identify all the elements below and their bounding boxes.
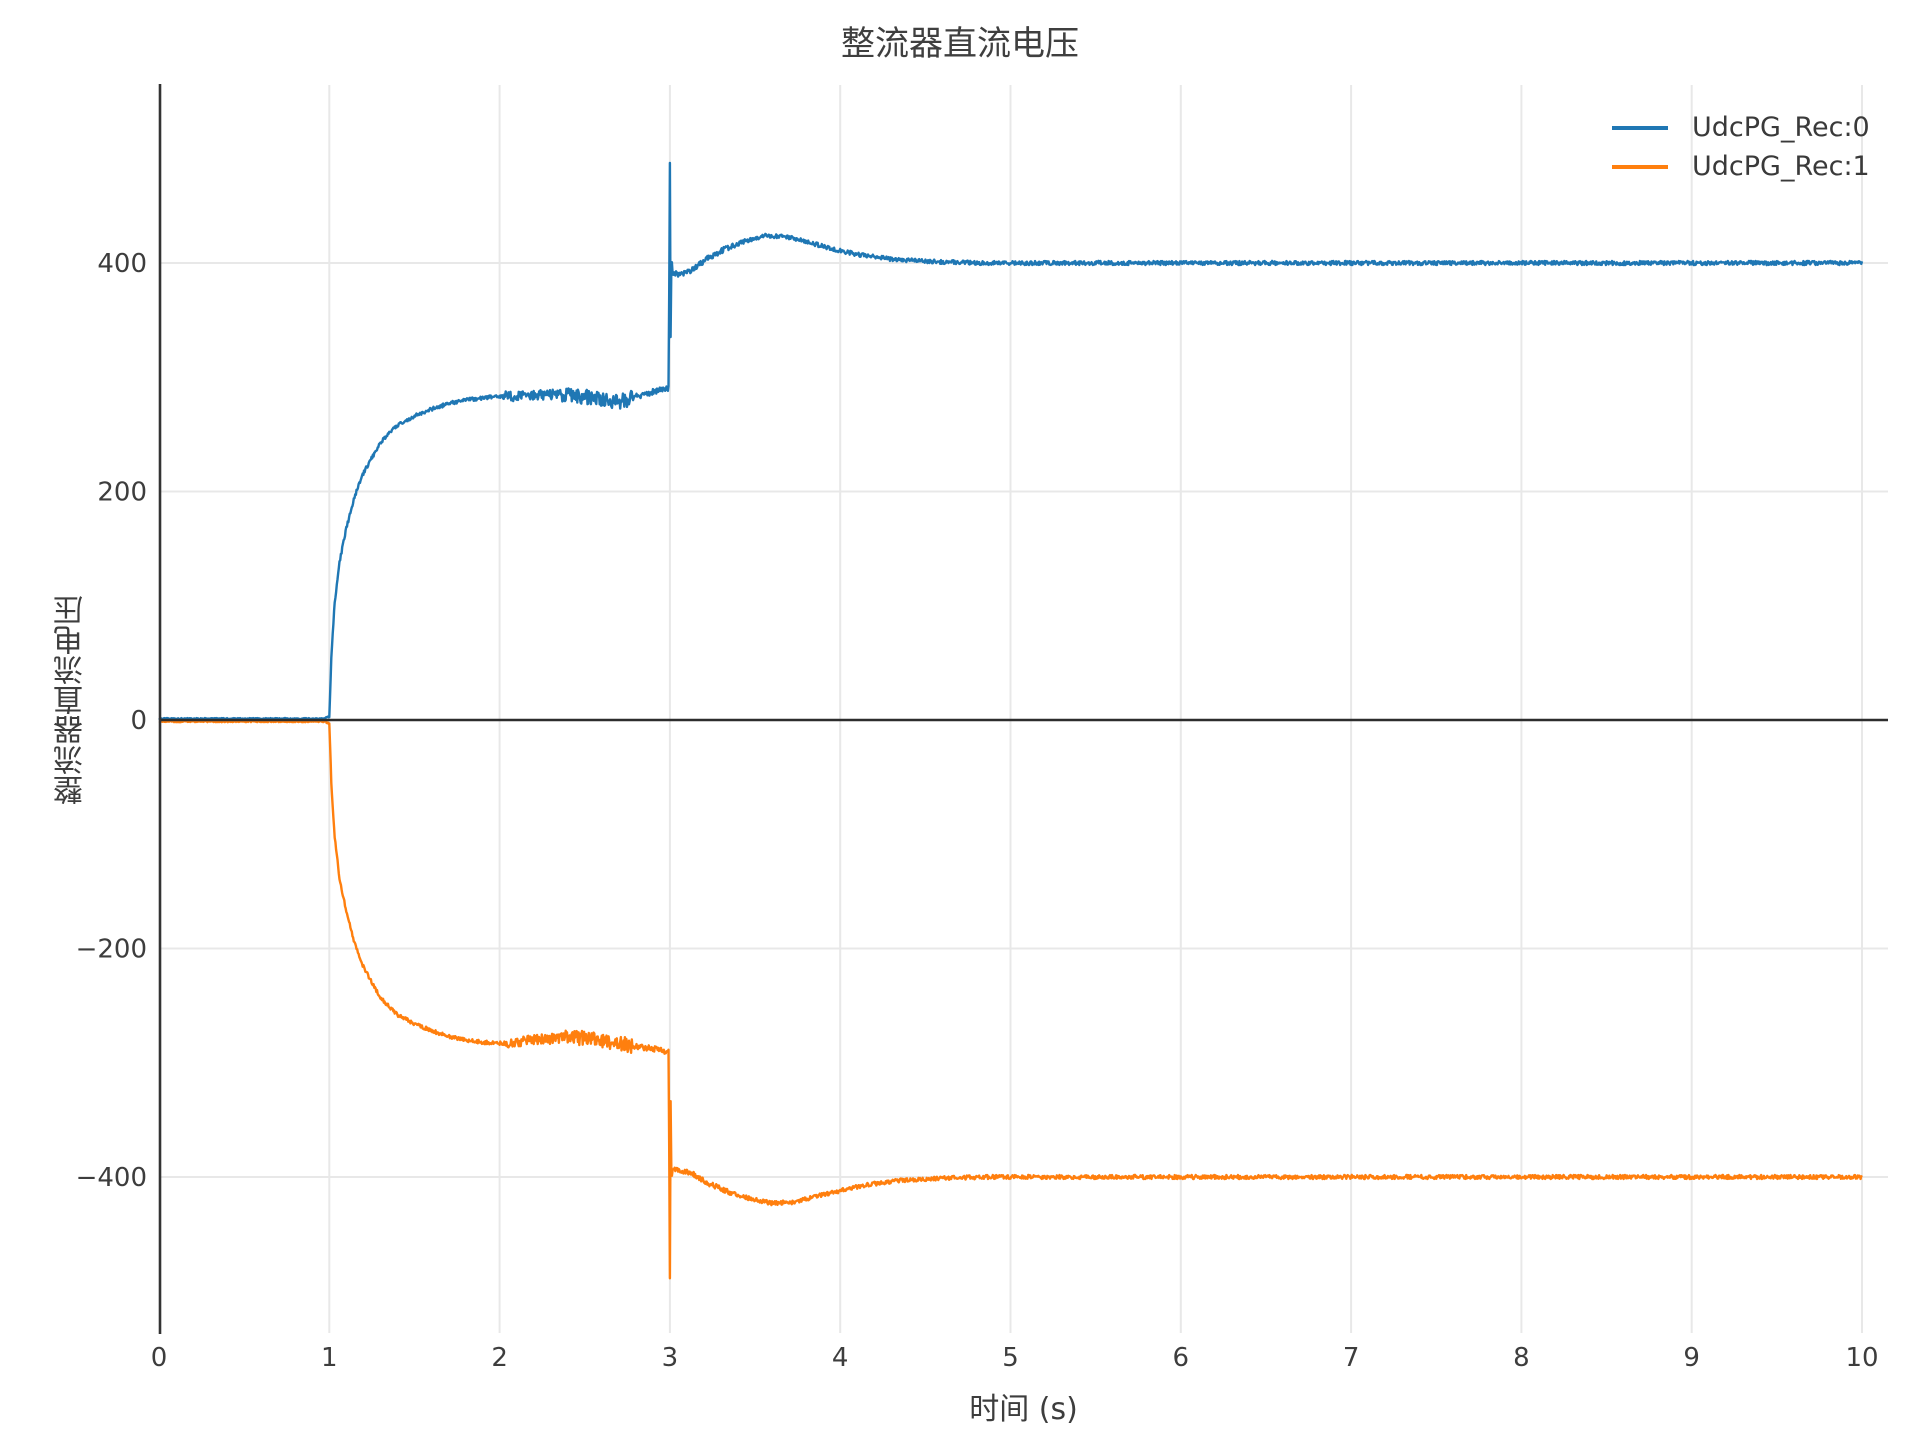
y-tick-label: 400 [97, 249, 147, 279]
x-tick-label: 10 [1845, 1343, 1878, 1373]
legend-label: UdcPG_Rec:0 [1692, 112, 1870, 143]
x-tick-label: 5 [1002, 1343, 1019, 1373]
y-tick-label: −400 [76, 1163, 147, 1193]
series-line-1 [158, 719, 1863, 1280]
x-tick-label: 9 [1683, 1343, 1700, 1373]
x-tick-label: 1 [321, 1343, 338, 1373]
y-tick-label: −200 [76, 935, 147, 965]
legend-label: UdcPG_Rec:1 [1692, 151, 1870, 182]
x-tick-label: 7 [1343, 1343, 1360, 1373]
series-line-0 [158, 161, 1864, 721]
x-tick-label: 6 [1173, 1343, 1190, 1373]
x-tick-label: 4 [832, 1343, 849, 1373]
legend-entry: UdcPG_Rec:0 [1612, 108, 1870, 147]
x-tick-label: 0 [151, 1343, 168, 1373]
legend: UdcPG_Rec:0 UdcPG_Rec:1 [1612, 108, 1870, 186]
legend-entry: UdcPG_Rec:1 [1612, 147, 1870, 186]
legend-line-swatch [1612, 125, 1668, 130]
x-tick-label: 3 [662, 1343, 679, 1373]
x-tick-label: 8 [1513, 1343, 1530, 1373]
chart-title: 整流器直流电压 [841, 24, 1079, 64]
x-tick-label: 2 [491, 1343, 508, 1373]
legend-line-swatch [1612, 164, 1668, 169]
x-axis-label: 时间 (s) [969, 1392, 1078, 1427]
y-tick-label: 0 [130, 706, 147, 736]
y-tick-label: 200 [97, 478, 147, 508]
